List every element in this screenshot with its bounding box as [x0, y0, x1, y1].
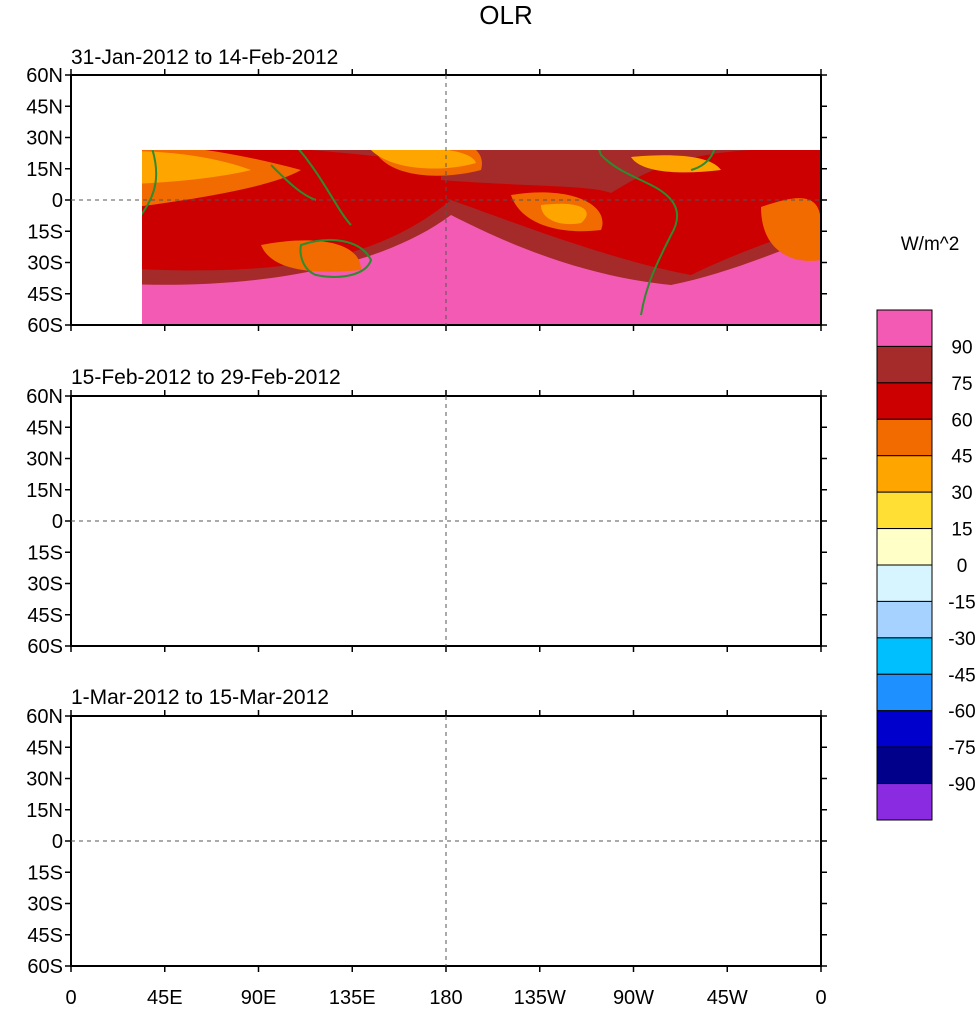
colorbar-swatch	[876, 783, 933, 821]
panel-1-period: 31-Jan-2012 to 14-Feb-2012	[71, 46, 338, 69]
colorbar-label: 0	[957, 556, 968, 577]
colorbar-label: 30	[951, 483, 972, 504]
colorbar-swatch	[876, 345, 933, 384]
lon-tick-label: 45E	[147, 987, 183, 1009]
coastline-africa-eurasia	[142, 150, 352, 226]
lon-tick-label: 180	[429, 987, 462, 1009]
coastline-australia	[301, 881, 371, 918]
lon-tick-label: 135E	[329, 987, 376, 1009]
map-panel-1: 31-Jan-2012 to 14-Feb-2012 60N 45N 30N 15N 0…	[26, 46, 827, 337]
lat-tick-label: 0	[52, 190, 63, 212]
lat-tick-label: 0	[52, 511, 63, 533]
lon-tick-label: 135W	[514, 987, 566, 1009]
olr-band-30-45	[81, 792, 711, 864]
colorbar-swatch	[876, 673, 933, 712]
lat-tick-label: 30S	[27, 253, 63, 275]
map-panel-2: 15-Feb-2012 to 29-Feb-2012 60N 45N 30N 15N 0…	[26, 366, 827, 658]
colorbar-label: -75	[948, 738, 975, 759]
lat-tick-label: 45N	[26, 96, 63, 118]
colorbar-label: 15	[951, 520, 972, 541]
olr-band-30-45	[81, 472, 711, 505]
colorbar-swatch	[876, 637, 933, 675]
panel-2-coastlines	[71, 401, 715, 636]
colorbar-label: -60	[948, 702, 975, 723]
lat-tick-label: 30N	[26, 769, 63, 791]
coastline-australia	[299, 239, 373, 278]
lat-tick-label: 30N	[26, 449, 63, 471]
colorbar-label: -90	[948, 775, 975, 796]
colorbar-swatch	[876, 418, 933, 457]
lat-tick-label: 45N	[26, 417, 63, 439]
colorbar-swatch	[876, 600, 933, 639]
lat-tick-label: 30N	[26, 128, 63, 150]
lon-tick-label: 45W	[707, 987, 748, 1009]
lat-tick-label: 15N	[26, 159, 63, 181]
map-panel-3: 1-Mar-2012 to 15-Mar-2012 60N 45N 30N 15N 0 1…	[26, 686, 827, 1009]
longitude-axis: 0 45E 90E 135E 180 135W 90W 45W 0	[65, 987, 826, 1009]
colorbar-label: 90	[951, 337, 972, 358]
colorbar-label: 75	[951, 374, 972, 395]
lat-tick-label: 0	[52, 831, 63, 853]
lat-tick-label: 30S	[27, 894, 63, 916]
lat-tick-label: 45S	[27, 925, 63, 947]
colorbar-swatch	[876, 491, 933, 530]
lon-tick-label: 90E	[241, 987, 277, 1009]
colorbar-label: -15	[948, 592, 975, 613]
panel-3-period: 1-Mar-2012 to 15-Mar-2012	[71, 686, 329, 709]
colorbar-swatch	[876, 309, 933, 347]
latitude-axis: 60N 45N 30N 15N 0 15S 30S 45S 60S	[26, 706, 827, 978]
colorbar-label: -30	[948, 629, 975, 650]
lat-tick-label: 15S	[27, 542, 63, 564]
lat-tick-label: 60N	[26, 65, 63, 87]
lat-tick-label: 15S	[27, 221, 63, 243]
panel-2-period: 15-Feb-2012 to 29-Feb-2012	[71, 366, 341, 389]
latitude-axis: 60N 45N 30N 15N 0 15S 30S 45S 60S	[26, 65, 827, 337]
lat-tick-label: 15N	[26, 800, 63, 822]
lat-tick-label: 60N	[26, 386, 63, 408]
coastline-australia	[301, 561, 371, 598]
colorbar-swatch	[876, 455, 933, 493]
coastline-africa-eurasia	[71, 401, 351, 591]
colorbar-swatch	[876, 710, 933, 748]
coastline-americas	[598, 150, 716, 316]
colorbar: 90 75 60 45 30 15 0 -15 -30 -45 -60 -75 -90	[876, 309, 976, 821]
colorbar-label: 45	[951, 447, 972, 468]
figure-title: OLR	[479, 0, 532, 30]
lat-tick-label: 30S	[27, 574, 63, 596]
olr-band-30-45	[142, 150, 721, 224]
lon-tick-label: 0	[65, 987, 76, 1009]
olr-band-75-90	[71, 451, 821, 611]
colorbar-swatch	[876, 528, 933, 566]
lon-tick-label: 0	[815, 987, 826, 1009]
units-label: W/m^2	[901, 234, 960, 255]
lat-tick-label: 60S	[27, 315, 63, 337]
lat-tick-label: 45S	[27, 284, 63, 306]
colorbar-label: 60	[951, 410, 972, 431]
latitude-axis: 60N 45N 30N 15N 0 15S 30S 45S 60S	[26, 386, 827, 658]
lat-tick-label: 15S	[27, 862, 63, 884]
lat-tick-label: 60S	[27, 956, 63, 978]
lat-tick-label: 45S	[27, 605, 63, 627]
lon-tick-label: 90W	[613, 987, 654, 1009]
coastline-africa-eurasia	[71, 721, 351, 911]
panel-3-coastlines	[71, 721, 715, 956]
colorbar-label: -45	[948, 665, 975, 686]
colorbar-swatch	[876, 382, 933, 420]
lat-tick-label: 45N	[26, 737, 63, 759]
lat-tick-label: 60N	[26, 706, 63, 728]
colorbar-swatch	[876, 746, 933, 785]
panel-1-coastlines	[142, 150, 716, 316]
lat-tick-label: 60S	[27, 636, 63, 658]
colorbar-swatch	[876, 564, 933, 602]
lat-tick-label: 15N	[26, 480, 63, 502]
